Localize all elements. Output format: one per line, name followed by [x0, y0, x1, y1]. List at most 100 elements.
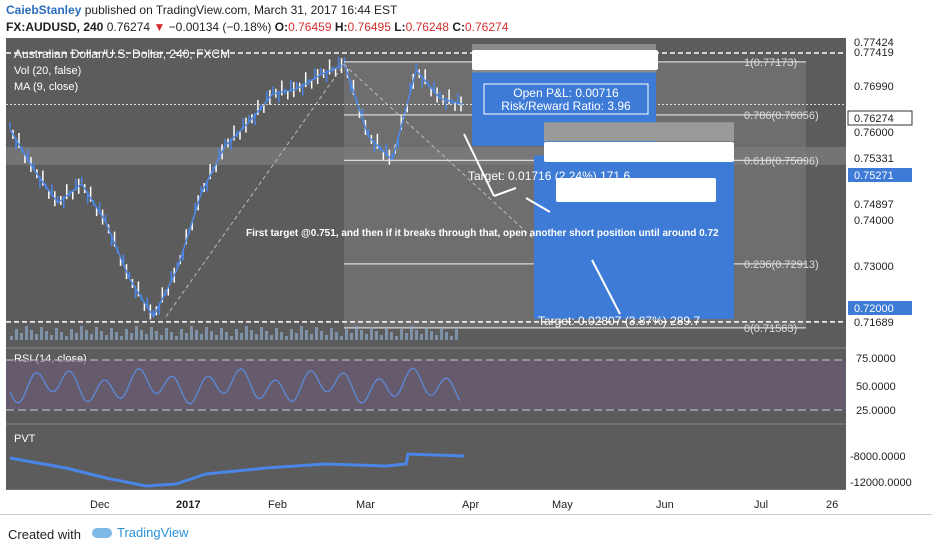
price-tick: 0.76274 — [854, 113, 894, 125]
volume-bar — [455, 329, 458, 340]
volume-bar — [345, 329, 348, 340]
annotation-blank-box — [472, 50, 658, 70]
price-tag-bg — [848, 301, 912, 315]
volume-bar — [305, 330, 308, 340]
volume-bar — [265, 331, 268, 340]
volume-bar — [390, 332, 393, 340]
volume-bar — [405, 333, 408, 340]
time-axis-bg — [6, 490, 846, 514]
fib-label: 1(0.77173) — [744, 57, 797, 69]
arrow-3 — [591, 259, 621, 315]
target-1-text: Target: 0.01716 (2.24%) 171.6 — [468, 169, 630, 183]
volume-bar — [350, 333, 353, 340]
price-tick: 0.74000 — [854, 215, 894, 227]
volume-bar — [205, 327, 208, 340]
time-tick: 2017 — [176, 499, 200, 511]
volume-bar — [50, 335, 53, 340]
volume-bar — [370, 327, 373, 340]
volume-bar — [430, 331, 433, 340]
volume-bar — [170, 332, 173, 340]
price-tick: 0.72000 — [854, 303, 894, 315]
volume-bar — [110, 328, 113, 340]
volume-bar — [280, 332, 283, 340]
volume-bar — [140, 330, 143, 340]
price-tick: 0.77424 — [854, 38, 894, 49]
time-tick: May — [552, 499, 573, 511]
pvt-line — [9, 452, 465, 488]
volume-bar — [130, 333, 133, 340]
volume-bar — [115, 332, 118, 340]
volume-bar — [410, 326, 413, 340]
volume-bar — [70, 329, 73, 340]
target-2-text: Target: 0.02807 (3.87%) 289.7 — [538, 314, 700, 328]
volume-bar — [125, 329, 128, 340]
time-tick: Dec — [90, 499, 110, 511]
rsi-line — [9, 367, 461, 405]
vol-legend: Vol (20, false) — [14, 65, 81, 77]
pvt-pane-bg — [6, 424, 846, 490]
fib-label: 0.236(0.72913) — [744, 259, 819, 271]
symbol-label: FX:AUDUSD, 240 — [6, 20, 104, 34]
volume-bar — [415, 330, 418, 340]
volume-bar — [240, 333, 243, 340]
volume-bar — [360, 330, 363, 340]
chart-title: Australian Dollar/U.S. Dollar, 240, FXCM — [14, 47, 230, 61]
volume-bar — [260, 327, 263, 340]
annotation-blank-box — [556, 178, 716, 202]
chart-header: CaiebStanley published on TradingView.co… — [0, 0, 932, 38]
volume-bar — [330, 328, 333, 340]
volume-bar — [315, 327, 318, 340]
volume-bar — [90, 334, 93, 340]
tradingview-link[interactable]: TradingView — [92, 525, 189, 540]
rsi-tick: 75.0000 — [856, 353, 896, 365]
low-value: 0.76248 — [405, 20, 449, 34]
pnl-box — [483, 83, 649, 115]
close-value: 0.76274 — [464, 20, 509, 34]
arrow-1 — [463, 133, 495, 197]
chart-frame[interactable]: 1(0.77173) 0.786(0.76056) 0.618(0.75096) 0.… — [6, 38, 924, 514]
volume-bar — [85, 330, 88, 340]
volume-bar — [250, 330, 253, 340]
arrow-1-head — [493, 187, 517, 197]
ma-legend: MA (9, close) — [14, 81, 78, 93]
author-link[interactable]: CaiebStanley — [6, 3, 82, 17]
volume-bar — [425, 327, 428, 340]
volume-bar — [445, 332, 448, 340]
quote-line: FX:AUDUSD, 240 0.76274 ▼ −0.00134 (−0.18… — [6, 20, 508, 34]
price-tick: 0.75331 — [854, 153, 894, 165]
time-tick: 26 — [826, 499, 838, 511]
chart-canvas[interactable]: 1(0.77173) 0.786(0.76056) 0.618(0.75096) 0.… — [6, 38, 924, 514]
volume-bar — [400, 329, 403, 340]
trendline-down — [343, 64, 627, 325]
time-tick: Jun — [656, 499, 674, 511]
volume-bar — [295, 333, 298, 340]
footer: Created with TradingView — [0, 514, 932, 551]
volume-bar — [200, 334, 203, 340]
brand-label: TradingView — [117, 525, 189, 540]
volume-bar — [450, 336, 453, 340]
open-value: 0.76459 — [288, 20, 332, 34]
volume-bar — [245, 326, 248, 340]
volume-bar — [30, 330, 33, 340]
volume-bar — [165, 328, 168, 340]
volume-bar — [160, 335, 163, 340]
volume-bar — [210, 331, 213, 340]
volume-bar — [190, 326, 193, 340]
volume-bar — [20, 333, 23, 340]
time-tick: Jul — [754, 499, 768, 511]
annotation-blank-box — [544, 142, 734, 162]
arrow-2 — [525, 197, 551, 213]
volume-bar — [35, 334, 38, 340]
down-arrow-icon: ▼ — [153, 20, 166, 34]
volume-bar — [40, 327, 43, 340]
ma-line — [9, 63, 465, 319]
price-tag-bg — [847, 110, 913, 126]
volume-bar — [440, 328, 443, 340]
volume-bar — [310, 334, 313, 340]
fib-label: 0.786(0.76056) — [744, 110, 819, 122]
rsi-band — [6, 360, 846, 410]
volume-bar — [290, 329, 293, 340]
low-label: L: — [394, 20, 406, 34]
price-tick: 0.73000 — [854, 261, 894, 273]
high-value: 0.76495 — [347, 20, 391, 34]
